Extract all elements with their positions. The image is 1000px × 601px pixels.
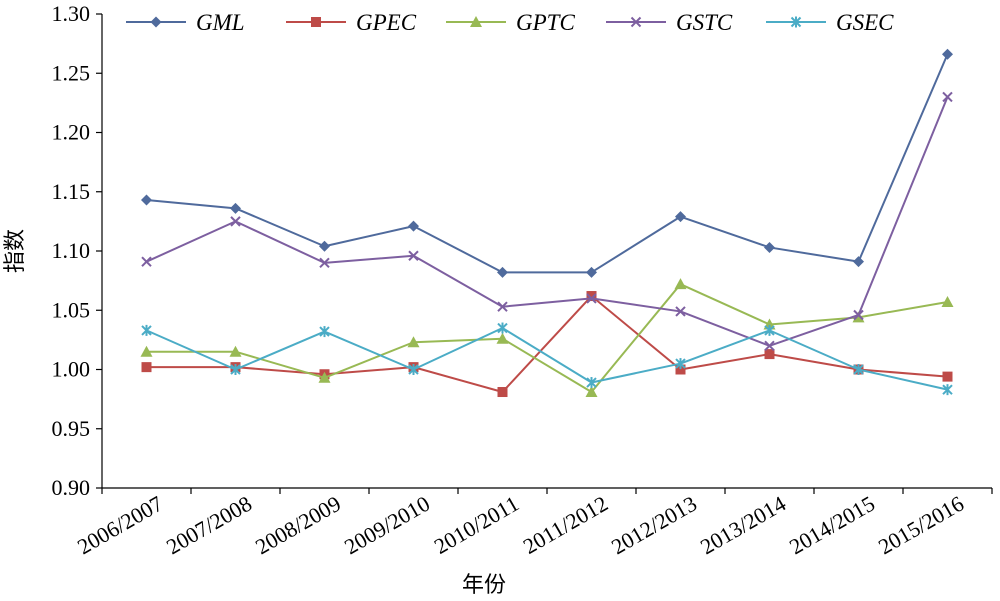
y-tick-label: 1.30 xyxy=(52,1,91,26)
data-point-gstc xyxy=(408,250,419,261)
data-point-gsec xyxy=(675,358,686,370)
data-point-gpec xyxy=(764,349,775,360)
legend-item-gptc: GPTC xyxy=(446,10,575,35)
series-line-gstc xyxy=(146,96,949,347)
series-gpec xyxy=(141,291,953,398)
series-line-gptc xyxy=(146,283,948,394)
data-point-gpec xyxy=(141,362,152,373)
data-point-gml xyxy=(764,241,775,253)
x-tick-label: 2014/2015 xyxy=(785,491,879,560)
series-gsec xyxy=(141,322,953,396)
legend-item-gpec: GPEC xyxy=(286,10,417,35)
data-point-gstc xyxy=(675,306,686,317)
series-line-gsec xyxy=(146,327,948,391)
x-tick-label: 2009/2010 xyxy=(340,491,434,560)
legend-marker-gsec xyxy=(790,16,802,28)
series-layer xyxy=(140,48,954,398)
x-tick-label: 2012/2013 xyxy=(607,491,701,560)
y-tick-label: 0.95 xyxy=(52,416,91,441)
legend-item-gsec: GSEC xyxy=(766,10,894,35)
x-tick-label: 2007/2008 xyxy=(162,491,256,560)
data-point-gstc xyxy=(586,293,597,304)
legend-marker-gstc xyxy=(630,16,642,28)
legend-marker-gpec xyxy=(311,17,321,27)
data-point-gsec xyxy=(230,364,241,375)
data-point-gml xyxy=(942,48,953,60)
legend-label-gml: GML xyxy=(196,10,245,35)
y-tick-label: 1.10 xyxy=(52,238,91,263)
series-gstc xyxy=(141,91,953,352)
data-point-gml xyxy=(319,240,330,252)
data-point-gml xyxy=(497,266,508,278)
legend-label-gpec: GPEC xyxy=(356,10,417,35)
data-point-gml xyxy=(230,202,241,214)
legend: GML GPEC GPTC GSTC GSEC xyxy=(126,10,894,35)
x-tick-label: 2010/2011 xyxy=(430,491,523,559)
y-tick-label: 1.25 xyxy=(52,60,91,85)
y-axis-title: 指数 xyxy=(3,229,28,273)
data-point-gptc xyxy=(140,345,153,357)
y-tick-label: 1.20 xyxy=(52,120,91,145)
data-point-gstc xyxy=(141,256,152,267)
legend-marker-gml xyxy=(150,16,162,28)
data-point-gsec xyxy=(942,384,953,396)
legend-label-gptc: GPTC xyxy=(516,10,575,35)
data-point-gptc xyxy=(318,371,331,383)
series-line-gpec xyxy=(146,295,948,394)
data-point-gml xyxy=(853,256,864,268)
y-tick-label: 1.15 xyxy=(52,179,91,204)
data-point-gptc xyxy=(585,386,598,398)
x-axis-title: 年份 xyxy=(462,573,506,598)
data-point-gstc xyxy=(942,91,953,103)
data-point-gstc xyxy=(853,309,864,321)
data-point-gpec xyxy=(497,387,508,398)
legend-marker-gptc xyxy=(470,16,482,27)
data-point-gsec xyxy=(408,364,419,375)
x-tick-label: 2015/2016 xyxy=(874,491,968,560)
y-tick-label: 1.05 xyxy=(52,297,91,322)
x-tick-label: 2011/2012 xyxy=(519,491,612,559)
series-gptc xyxy=(140,278,954,398)
data-point-gpec xyxy=(942,371,953,382)
x-tick-label: 2006/2007 xyxy=(73,491,167,560)
legend-label-gstc: GSTC xyxy=(676,10,733,35)
data-point-gptc xyxy=(229,345,242,357)
axes: 0.90 0.95 1.00 1.05 1.10 1.15 1.20 1.25 1.30 2006… xyxy=(52,1,993,559)
data-point-gsec xyxy=(319,326,330,338)
data-point-gptc xyxy=(496,332,509,344)
data-point-gsec xyxy=(497,322,508,334)
data-point-gstc xyxy=(319,257,330,269)
series-gml xyxy=(141,48,953,278)
x-tick-label: 2013/2014 xyxy=(696,491,790,560)
data-point-gsec xyxy=(764,324,775,336)
data-point-gml xyxy=(408,220,419,232)
data-point-gsec xyxy=(586,377,597,389)
data-point-gml xyxy=(141,194,152,206)
data-point-gml xyxy=(586,266,597,278)
data-point-gsec xyxy=(141,324,152,336)
y-tick-label: 0.90 xyxy=(52,475,91,500)
data-point-gpec xyxy=(675,364,686,375)
data-point-gstc xyxy=(230,216,241,227)
y-tick-label: 1.00 xyxy=(52,357,91,382)
data-point-gstc xyxy=(764,340,775,352)
series-line-gml xyxy=(146,53,949,274)
data-point-gstc xyxy=(497,301,508,312)
x-tick-label: 2008/2009 xyxy=(251,491,345,560)
legend-item-gstc: GSTC xyxy=(606,10,733,35)
data-point-gptc xyxy=(852,311,865,323)
data-point-gptc xyxy=(407,336,420,348)
data-point-gsec xyxy=(853,364,864,375)
data-point-gptc xyxy=(674,278,687,290)
data-point-gpec xyxy=(586,291,597,302)
legend-label-gsec: GSEC xyxy=(836,10,894,35)
data-point-gptc xyxy=(941,295,954,307)
data-point-gml xyxy=(675,211,686,223)
legend-item-gml: GML xyxy=(126,10,245,35)
